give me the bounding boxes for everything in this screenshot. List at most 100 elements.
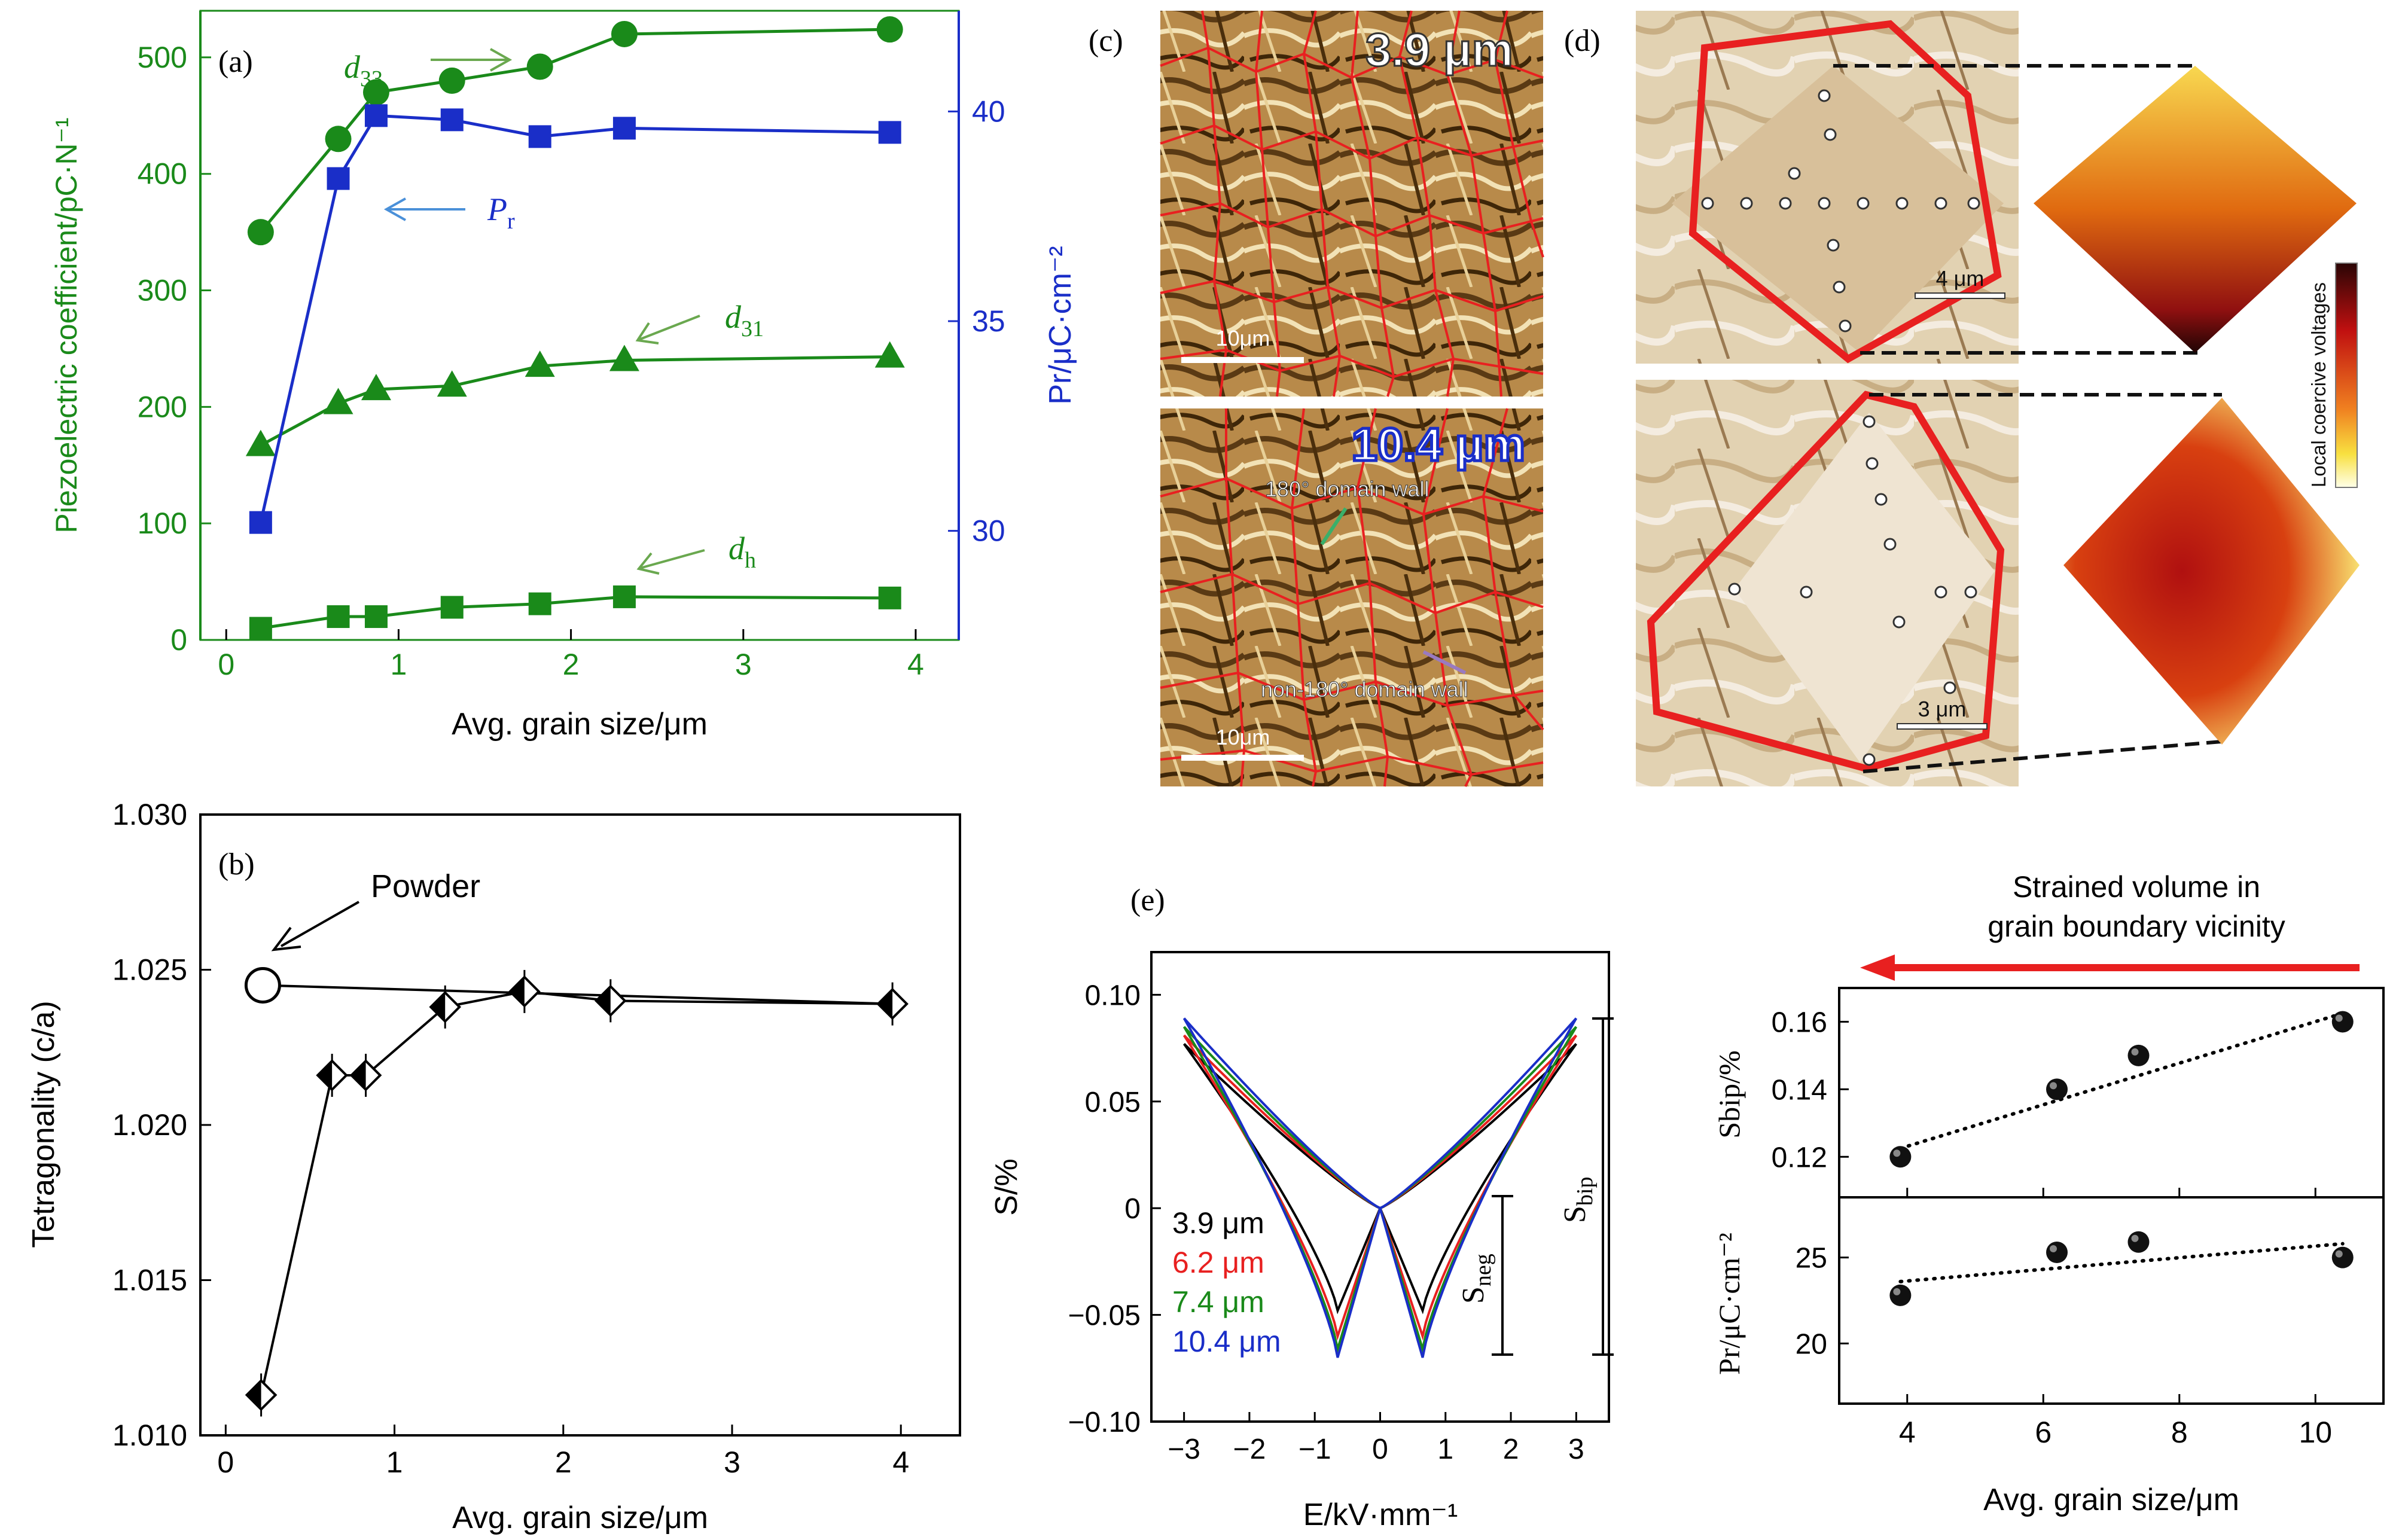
strain-branch-down-3 — [1183, 1017, 1578, 1358]
scatter-highlight — [2335, 1250, 2343, 1258]
panel-label-c: (c) — [1089, 24, 1123, 58]
y-tick-label: 1.020 — [112, 1108, 187, 1142]
diamond-half — [596, 986, 611, 1016]
scatter-highlight — [1893, 1288, 1901, 1295]
marker-dh — [440, 596, 464, 619]
afm-image-top: 3.9 μm 10μm — [1160, 10, 1544, 397]
marker-d33 — [438, 67, 465, 94]
powder-marker — [244, 966, 281, 1004]
scatter-highlight — [1893, 1149, 1901, 1157]
afm-image-bottom: 10.4 μm 180° domain wall non-180° domain… — [1160, 408, 1544, 787]
coercive-map-bottom — [2063, 398, 2360, 745]
panel-d: (d) 4 μm — [1564, 11, 2360, 786]
y-tick-label: 1.025 — [112, 953, 187, 987]
marker-d31 — [361, 374, 391, 401]
panel-e-x-ticks: −3 −2 −1 0 1 2 3 — [1168, 1412, 1584, 1465]
grain-outline-bottom — [1647, 391, 2005, 773]
scalebar-d-bottom — [1897, 723, 1988, 730]
diamond-half — [431, 992, 446, 1021]
scatter-point — [2331, 1246, 2354, 1268]
y-right-tick-label: 35 — [972, 304, 1005, 338]
x-tick-label: 1 — [386, 1446, 403, 1479]
y-tick-label: 25 — [1796, 1243, 1827, 1274]
arrowhead-d33 — [490, 48, 513, 72]
scalebar-label-c-bottom: 10μm — [1216, 725, 1270, 749]
marker-d31 — [323, 388, 353, 414]
arrowhead-dh — [636, 552, 660, 575]
scatter-point — [1889, 1146, 1912, 1168]
arrow-d31 — [638, 315, 700, 341]
annotation-d33: d33 — [344, 49, 383, 92]
panel-b-ylabel: Tetragonality (c/a) — [26, 1001, 61, 1248]
x-tick-label: 0 — [217, 1446, 234, 1479]
scatter-highlight — [2050, 1082, 2057, 1090]
strained-volume-title: Strained volume in grain boundary vicinit… — [1988, 870, 2285, 943]
x-tick-label: 3 — [724, 1446, 740, 1479]
scatter-point — [2127, 1231, 2150, 1253]
label-sbip: Sbip — [1558, 1177, 1598, 1223]
x-tick-label: 1 — [1437, 1434, 1453, 1465]
x-tick-label: 2 — [555, 1446, 572, 1479]
panel-label-e: (e) — [1130, 883, 1165, 917]
marker-d31 — [609, 344, 639, 371]
panel-a-y-right-ticks: 30 35 40 — [948, 94, 1005, 548]
y-tick-label: −0.05 — [1068, 1300, 1141, 1332]
arrow-powder — [281, 901, 359, 947]
x-tick-label: 6 — [2035, 1416, 2052, 1449]
marker-dh — [612, 585, 636, 608]
panel-a-xlabel: Avg. grain size/μm — [452, 707, 708, 742]
y-tick-label: 1.030 — [112, 798, 187, 831]
arrowhead-powder — [271, 926, 301, 952]
series-line-dh — [260, 595, 890, 630]
x-tick-label: −1 — [1298, 1434, 1331, 1465]
marker-d33 — [876, 16, 903, 43]
scatter-point — [2046, 1242, 2068, 1263]
panel-b-y-ticks: 1.010 1.015 1.020 1.025 1.030 — [112, 798, 211, 1452]
x-tick-label: 10 — [2299, 1416, 2332, 1449]
y-tick-label: 0.12 — [1772, 1142, 1827, 1173]
panel-label-b: (b) — [218, 847, 255, 882]
x-tick-label: −2 — [1233, 1434, 1266, 1465]
x-tick-label: 2 — [563, 648, 580, 681]
x-tick-label: 3 — [735, 648, 752, 681]
x-tick-label: −3 — [1168, 1434, 1200, 1465]
annotation-powder: Powder — [371, 868, 480, 904]
marker-d33 — [247, 219, 274, 246]
pfm-image-top: 4 μm — [1636, 11, 2019, 364]
x-tick-label: 8 — [2171, 1416, 2188, 1449]
marker-Pr — [528, 125, 551, 148]
series-line-d31 — [260, 355, 890, 447]
scatter-point — [1889, 1284, 1912, 1306]
scatter-point — [2331, 1011, 2354, 1033]
legend-entry: 6.2 μm — [1172, 1246, 1264, 1279]
panel-label-a: (a) — [218, 45, 253, 79]
panel-b-x-ticks: 0 1 2 3 4 — [217, 1425, 909, 1479]
panel-e-right-bottom-frame — [1838, 1196, 2385, 1405]
marker-Pr — [327, 167, 350, 190]
pfm-image-bottom: 3 μm — [1636, 380, 2019, 786]
panel-e-right-bottom-ylabel: Pr/μC·cm⁻² — [1712, 1233, 1746, 1375]
wall-label-non180: non-180° domain wall — [1261, 677, 1468, 702]
legend-entry: 7.4 μm — [1172, 1285, 1264, 1319]
panel-e-xlabel: E/kV·mm⁻¹ — [1303, 1498, 1458, 1532]
marker-Pr — [249, 511, 272, 534]
diamond-half — [510, 977, 525, 1006]
colorbar-label: Local coercive voltages — [2307, 282, 2330, 487]
label-sneg: Sneg — [1456, 1254, 1496, 1304]
scalebar-label-c-top: 10μm — [1216, 326, 1270, 350]
legend-entry: 10.4 μm — [1172, 1325, 1281, 1358]
panel-a: (a) 0 1 2 3 4 0 100 200 300 400 500 30 35 40 Avg. g… — [50, 10, 1078, 742]
marker-d31 — [525, 350, 555, 377]
y-tick-label: 200 — [138, 390, 187, 423]
scatter-point — [2046, 1078, 2068, 1100]
series-line-Pr — [259, 114, 890, 523]
annotation-dh: dh — [728, 530, 756, 573]
panel-e-right-xlabel: Avg. grain size/μm — [1983, 1483, 2239, 1517]
panel-e-right-series — [1889, 1011, 2354, 1306]
marker-d31 — [874, 341, 905, 368]
y-tick-label: 500 — [138, 41, 187, 74]
panel-e-series — [1182, 1017, 1578, 1358]
y-tick-label: 1.015 — [112, 1264, 187, 1297]
x-tick-label: 4 — [907, 648, 924, 681]
